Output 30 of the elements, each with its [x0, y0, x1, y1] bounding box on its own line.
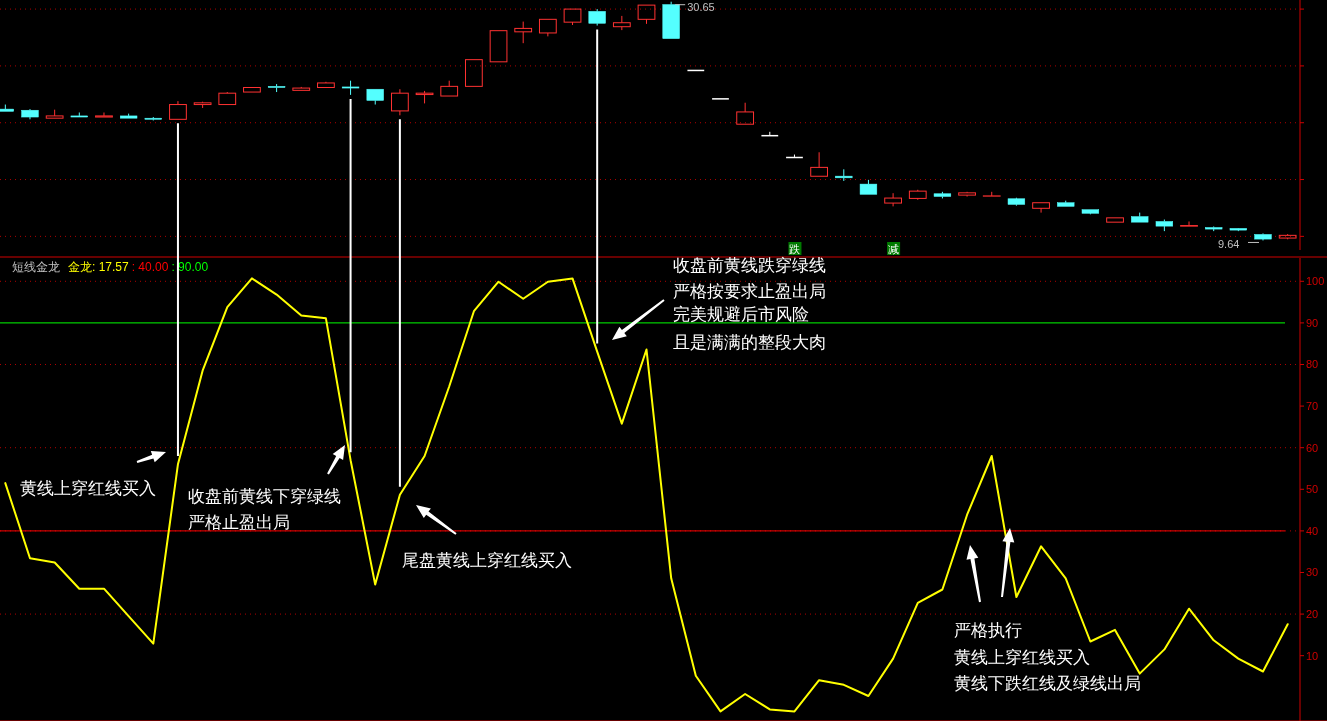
text: 金龙: [68, 260, 92, 274]
y-tick-label: 80: [1306, 358, 1319, 371]
annotation: 黄线上穿红线买入: [954, 648, 1090, 667]
y-tick-label: 10: [1306, 649, 1319, 662]
line-series: [4, 277, 1289, 713]
annotation: 收盘前黄线下穿绿线: [188, 487, 341, 506]
annotation: 严格执行: [954, 621, 1022, 640]
chart-title: 短线金龙: [12, 260, 60, 274]
y-tick-label: 90: [1306, 316, 1319, 329]
annotation: 减: [887, 243, 899, 255]
annotation: 黄线上穿红线买入: [20, 479, 156, 498]
y-tick-label: 70: [1306, 400, 1319, 413]
annotation: 尾盘黄线上穿红线买入: [402, 551, 572, 570]
annotation: 严格按要求止盈出局: [673, 282, 826, 301]
annotation: 严格止盈出局: [188, 513, 290, 532]
ref-line-label: : 40.00: [131, 260, 169, 274]
annotation: 完美规避后市风险: [673, 305, 809, 324]
y-tick-label: 100: [1306, 275, 1325, 288]
annotation: 且是满满的整段大肉: [673, 333, 826, 352]
annotation: 黄线下跌红线及绿线出局: [954, 674, 1141, 693]
y-tick-label: 50: [1306, 483, 1319, 496]
annotation: 跌: [788, 243, 800, 255]
annotation: 收盘前黄线跌穿绿线: [673, 256, 826, 275]
y-tick-label: 30: [1306, 566, 1319, 579]
annotation: 30.65: [687, 0, 715, 13]
y-tick-label: 20: [1306, 608, 1319, 621]
annotation: : 17.57: [92, 260, 130, 274]
annotation: 9.64: [1218, 238, 1240, 251]
y-tick-label: 40: [1306, 524, 1319, 537]
y-tick-label: 60: [1306, 441, 1319, 454]
